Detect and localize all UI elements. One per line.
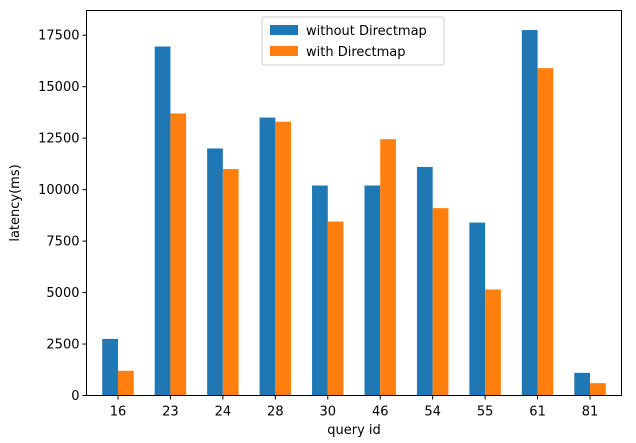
legend: without Directmap with Directmap xyxy=(261,16,445,66)
x-tick-label: 54 xyxy=(424,405,441,420)
x-tick-label: 23 xyxy=(162,405,179,420)
x-tick-label: 30 xyxy=(320,405,337,420)
bar-with-directmap-81 xyxy=(590,383,606,396)
x-tick-label: 81 xyxy=(582,405,599,420)
y-axis: 0 2500 5000 7500 10000 12500 15000 17500 xyxy=(38,29,87,404)
legend-swatch xyxy=(270,46,298,56)
y-tick-label: 17500 xyxy=(38,29,79,44)
x-tick-label: 55 xyxy=(477,405,494,420)
bar-without-directmap-54 xyxy=(416,166,433,396)
y-tick-label: 12500 xyxy=(38,132,79,147)
bars-group xyxy=(102,30,606,396)
bar-without-directmap-55 xyxy=(469,222,486,396)
y-tick-label: 7500 xyxy=(46,235,79,250)
bar-without-directmap-30 xyxy=(312,185,328,396)
y-tick-label: 10000 xyxy=(38,183,79,198)
bar-without-directmap-16 xyxy=(102,338,118,396)
axes-frame xyxy=(86,10,622,396)
x-axis: 16 23 24 28 30 46 54 55 61 81 xyxy=(110,395,599,420)
bar-with-directmap-46 xyxy=(380,139,396,396)
bar-without-directmap-81 xyxy=(574,372,591,396)
bar-without-directmap-28 xyxy=(259,117,276,396)
bar-without-directmap-24 xyxy=(207,148,223,396)
bar-with-directmap-16 xyxy=(117,370,134,396)
bar-with-directmap-23 xyxy=(170,113,187,396)
x-tick-label: 24 xyxy=(215,405,232,420)
legend-label: without Directmap xyxy=(306,24,427,39)
y-tick-label: 5000 xyxy=(46,286,79,301)
bar-with-directmap-30 xyxy=(327,221,344,396)
x-tick-label: 46 xyxy=(372,405,389,420)
bar-without-directmap-61 xyxy=(521,30,538,396)
bar-with-directmap-24 xyxy=(222,169,239,396)
bar-with-directmap-55 xyxy=(485,289,501,396)
bar-with-directmap-54 xyxy=(432,208,449,396)
legend-swatch xyxy=(270,25,298,35)
y-tick-label: 2500 xyxy=(46,338,79,353)
x-tick-label: 28 xyxy=(267,405,284,420)
y-axis-label: latency(ms) xyxy=(8,164,23,241)
y-tick-label: 0 xyxy=(71,389,79,404)
x-axis-label: query id xyxy=(327,423,381,438)
y-tick-label: 15000 xyxy=(38,80,79,95)
x-tick-label: 16 xyxy=(110,405,127,420)
bar-without-directmap-23 xyxy=(154,46,171,396)
x-tick-label: 61 xyxy=(529,405,546,420)
legend-label: with Directmap xyxy=(306,45,406,60)
bar-with-directmap-28 xyxy=(275,121,292,396)
bar-with-directmap-61 xyxy=(537,68,554,396)
bar-without-directmap-46 xyxy=(364,185,381,396)
legend-box xyxy=(261,16,445,66)
